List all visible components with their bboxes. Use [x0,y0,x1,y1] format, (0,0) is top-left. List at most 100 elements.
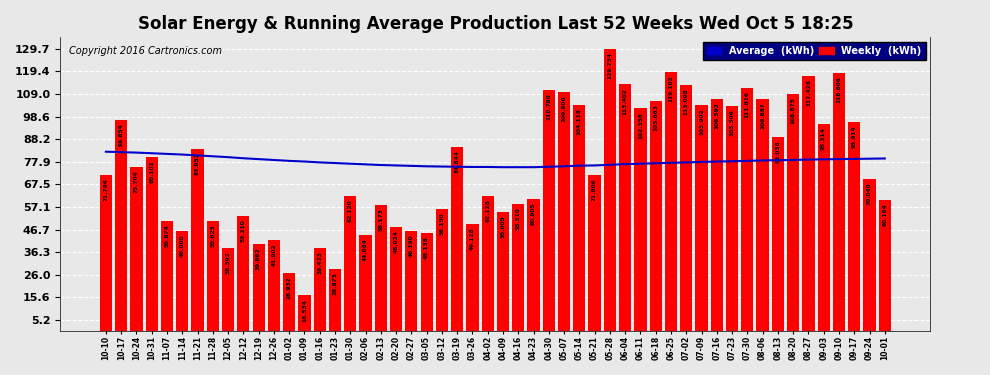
Text: 83.952: 83.952 [195,152,200,175]
Bar [207,221,219,332]
Bar [726,106,739,332]
Bar [100,175,112,332]
Text: 105.663: 105.663 [653,105,658,131]
Bar [222,248,235,332]
Text: 62.120: 62.120 [347,200,352,222]
Title: Solar Energy & Running Average Production Last 52 Weeks Wed Oct 5 18:25: Solar Energy & Running Average Productio… [138,15,853,33]
Text: 110.790: 110.790 [546,93,551,120]
Text: 26.932: 26.932 [287,276,292,299]
Bar [466,224,478,332]
Bar [695,105,708,332]
Text: 103.902: 103.902 [699,108,704,135]
Bar [528,199,540,332]
Text: 16.534: 16.534 [302,299,307,322]
Text: 84.844: 84.844 [454,150,459,173]
Text: 44.064: 44.064 [363,239,368,261]
Bar [436,209,448,332]
Bar [451,147,463,332]
Text: 53.210: 53.210 [241,219,246,242]
Bar [787,94,799,332]
Bar [833,73,845,332]
Text: 111.816: 111.816 [744,91,749,118]
Bar [848,123,860,332]
Text: 103.506: 103.506 [730,109,735,136]
Text: 56.150: 56.150 [440,212,445,235]
Text: 75.704: 75.704 [134,170,139,192]
Bar [298,296,311,332]
Text: 58.173: 58.173 [378,208,383,231]
Text: 119.102: 119.102 [668,75,673,102]
Bar [756,99,768,332]
Bar [558,92,570,332]
Text: 70.040: 70.040 [867,182,872,205]
Text: Copyright 2016 Cartronics.com: Copyright 2016 Cartronics.com [69,46,222,56]
Text: 129.734: 129.734 [608,52,613,79]
Bar [711,99,723,332]
Text: 48.024: 48.024 [394,230,399,253]
Text: 95.314: 95.314 [821,127,827,150]
Bar [619,84,632,332]
Bar [314,248,326,332]
Bar [481,196,494,332]
Text: 60.164: 60.164 [882,204,887,226]
Text: 38.392: 38.392 [226,251,231,274]
Bar [742,88,753,332]
Bar [131,166,143,332]
Text: 58.310: 58.310 [516,208,521,230]
Bar [635,108,646,332]
Bar [802,76,815,332]
Text: 113.402: 113.402 [623,88,628,114]
Text: 106.887: 106.887 [760,102,765,129]
Text: 49.128: 49.128 [470,228,475,251]
Text: 28.873: 28.873 [333,272,338,295]
Bar [238,216,249,332]
Text: 71.794: 71.794 [103,178,108,201]
Bar [863,179,875,332]
Text: 62.128: 62.128 [485,200,490,222]
Bar [345,196,356,332]
Text: 55.005: 55.005 [501,215,506,237]
Bar [573,105,585,332]
Bar [267,240,280,332]
Text: 104.118: 104.118 [577,108,582,135]
Bar [772,138,784,332]
Text: 39.962: 39.962 [256,248,261,270]
Text: 96.854: 96.854 [119,124,124,147]
Bar [252,244,264,332]
Text: 106.592: 106.592 [715,102,720,129]
Text: 95.914: 95.914 [851,126,856,148]
Text: 46.190: 46.190 [409,234,414,257]
Text: 113.098: 113.098 [684,88,689,115]
Bar [160,220,173,332]
Text: 38.423: 38.423 [317,251,322,274]
Bar [405,231,418,332]
Bar [283,273,295,332]
Bar [146,157,157,332]
Text: 50.825: 50.825 [210,224,215,247]
Text: 117.426: 117.426 [806,79,811,106]
Text: 118.606: 118.606 [837,76,842,103]
Bar [512,204,525,332]
Text: 50.874: 50.874 [164,224,169,247]
Bar [543,90,555,332]
Bar [390,227,402,332]
Text: 45.136: 45.136 [424,236,429,259]
Bar [329,268,342,332]
Text: 80.102: 80.102 [149,160,154,183]
Bar [176,231,188,332]
Bar [421,233,433,332]
Text: 89.036: 89.036 [775,141,780,164]
Bar [588,175,601,332]
Bar [649,101,661,332]
Bar [818,124,830,332]
Legend: Average  (kWh), Weekly  (kWh): Average (kWh), Weekly (kWh) [703,42,926,60]
Bar [374,205,387,332]
Text: 108.875: 108.875 [791,98,796,124]
Bar [604,49,616,332]
Bar [191,148,204,332]
Text: 46.000: 46.000 [180,234,185,257]
Text: 60.905: 60.905 [531,202,536,225]
Text: 102.358: 102.358 [638,112,643,139]
Bar [665,72,677,332]
Bar [497,211,509,332]
